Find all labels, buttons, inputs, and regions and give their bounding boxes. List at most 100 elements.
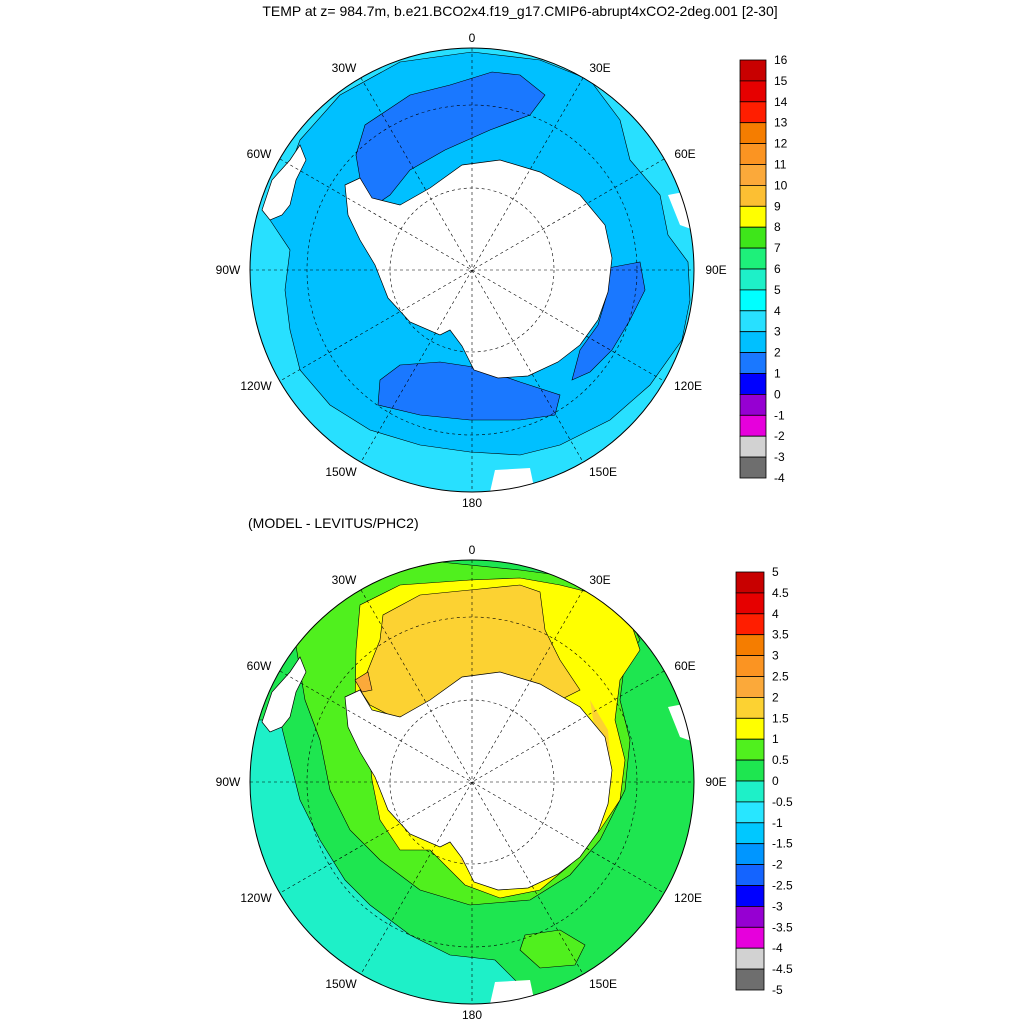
top-colorbar-box xyxy=(739,414,767,437)
bottom-colorbar-box xyxy=(735,571,765,594)
bottom-ocean-2to25 xyxy=(354,671,373,693)
top-colorbar-tick-label: 13 xyxy=(774,116,788,130)
top-colorbar-tick-label: -4 xyxy=(774,471,785,485)
bottom-lon-labels: 0 30E 60E 90E 120E 150E 180 150W 120W 90… xyxy=(216,543,727,1022)
bottom-colorbar-tick-label: 1 xyxy=(772,732,779,746)
top-colorbar-tick-label: 14 xyxy=(774,95,788,109)
top-lon-120e: 120E xyxy=(674,379,702,393)
bottom-south-america xyxy=(261,656,307,733)
bottom-colorbar-box xyxy=(735,780,765,803)
top-colorbar-tick-label: 0 xyxy=(774,387,781,401)
top-lon-90e: 90E xyxy=(705,263,726,277)
bottom-lon-120w: 120W xyxy=(240,891,272,905)
bottom-colorbar-box xyxy=(735,634,765,657)
bottom-colorbar-box xyxy=(735,843,765,866)
top-colorbar-box xyxy=(739,456,767,479)
top-lon-labels: 0 30E 60E 90E 120E 150E 180 150W 120W 90… xyxy=(216,31,727,510)
top-colorbar-box xyxy=(739,289,767,312)
top-colorbar-box xyxy=(739,101,767,124)
bottom-colorbar-box xyxy=(735,717,765,740)
bottom-colorbar-tick-label: 5 xyxy=(772,565,779,579)
bottom-colorbar-box xyxy=(735,864,765,886)
top-colorbar-box xyxy=(739,59,767,82)
bottom-lon-0: 0 xyxy=(469,543,476,557)
bottom-lon-150e: 150E xyxy=(589,977,617,991)
top-lon-0: 0 xyxy=(469,31,476,45)
bottom-lon-90e: 90E xyxy=(705,775,726,789)
top-colorbar-box xyxy=(739,184,767,207)
bottom-colorbar-tick-label: -2.5 xyxy=(772,879,793,893)
top-colorbar-box xyxy=(739,205,767,228)
bottom-lon-60e: 60E xyxy=(674,659,695,673)
top-colorbar-tick-label: 2 xyxy=(774,346,781,360)
bottom-colorbar-tick-label: -4 xyxy=(772,941,783,955)
top-colorbar-tick-label: -2 xyxy=(774,429,785,443)
top-south-america xyxy=(261,144,307,221)
bottom-lon-90w: 90W xyxy=(216,775,241,789)
top-colorbar-box xyxy=(739,393,767,416)
top-colorbar-tick-label: 3 xyxy=(774,325,781,339)
bottom-colorbar-box xyxy=(735,613,765,636)
top-lon-90w: 90W xyxy=(216,263,241,277)
bottom-colorbar-box xyxy=(735,697,765,719)
top-lon-150w: 150W xyxy=(325,465,357,479)
bottom-colorbar-box xyxy=(735,676,765,698)
top-colorbar-box xyxy=(739,143,767,165)
top-colorbar-box xyxy=(739,310,767,333)
top-lon-180: 180 xyxy=(462,496,482,510)
top-colorbar-tick-label: 16 xyxy=(774,53,788,67)
bottom-colorbar-tick-label: -3.5 xyxy=(772,920,793,934)
bottom-colorbar-tick-label: 2 xyxy=(772,690,779,704)
top-colorbar-box xyxy=(739,164,767,186)
top-lon-150e: 150E xyxy=(589,465,617,479)
top-colorbar-tick-label: 4 xyxy=(774,304,781,318)
top-colorbar-box xyxy=(739,435,767,458)
bottom-colorbar-tick-label: 1.5 xyxy=(772,711,789,725)
bottom-colorbar-tick-label: 4 xyxy=(772,607,779,621)
bottom-colorbar-tick-label: 0.5 xyxy=(772,753,789,767)
bottom-graticule xyxy=(250,560,694,1004)
top-lon-30e: 30E xyxy=(589,61,610,75)
bottom-title: (MODEL - LEVITUS/PHC2) xyxy=(248,515,419,531)
top-colorbar-tick-label: 11 xyxy=(774,158,787,172)
bottom-colorbar-tick-label: 4.5 xyxy=(772,586,789,600)
bottom-colorbar-tick-label: 0 xyxy=(772,774,779,788)
top-graticule xyxy=(250,48,694,492)
top-colorbar-tick-label: 8 xyxy=(774,220,781,234)
top-colorbar-tick-label: 7 xyxy=(774,241,781,255)
bottom-colorbar-box xyxy=(735,801,765,824)
top-colorbar-box xyxy=(739,226,767,249)
bottom-colorbar-box xyxy=(735,655,765,677)
bottom-colorbar-box xyxy=(735,592,765,615)
top-lon-120w: 120W xyxy=(240,379,272,393)
bottom-colorbar-box xyxy=(735,947,765,970)
bottom-lon-150w: 150W xyxy=(325,977,357,991)
bottom-colorbar-tick-label: -3 xyxy=(772,899,783,913)
top-lon-60e: 60E xyxy=(674,147,695,161)
top-lon-60w: 60W xyxy=(247,147,272,161)
bottom-colorbar-tick-label: 3 xyxy=(772,649,779,663)
top-colorbar-tick-label: 5 xyxy=(774,283,781,297)
bottom-lon-60w: 60W xyxy=(247,659,272,673)
top-map xyxy=(250,48,694,492)
bottom-lon-180: 180 xyxy=(462,1008,482,1022)
bottom-lon-30w: 30W xyxy=(332,573,357,587)
bottom-colorbar-box xyxy=(735,926,765,949)
bottom-colorbar-tick-label: -1.5 xyxy=(772,837,793,851)
bottom-colorbar-box xyxy=(735,822,765,845)
top-colorbar-tick-label: 1 xyxy=(774,367,781,381)
bottom-colorbar-box xyxy=(735,885,765,907)
bottom-colorbar-tick-label: -2 xyxy=(772,858,783,872)
top-colorbar-box xyxy=(739,122,767,144)
top-colorbar-box xyxy=(739,268,767,291)
top-colorbar-box xyxy=(739,80,767,103)
top-colorbar-tick-label: 15 xyxy=(774,74,788,88)
top-colorbar-tick-label: -3 xyxy=(774,450,785,464)
top-colorbar-tick-label: -1 xyxy=(774,408,785,422)
bottom-lon-30e: 30E xyxy=(589,573,610,587)
bottom-colorbar-tick-label: 3.5 xyxy=(772,628,789,642)
bottom-map xyxy=(250,560,694,1004)
top-colorbar-box xyxy=(739,352,767,374)
